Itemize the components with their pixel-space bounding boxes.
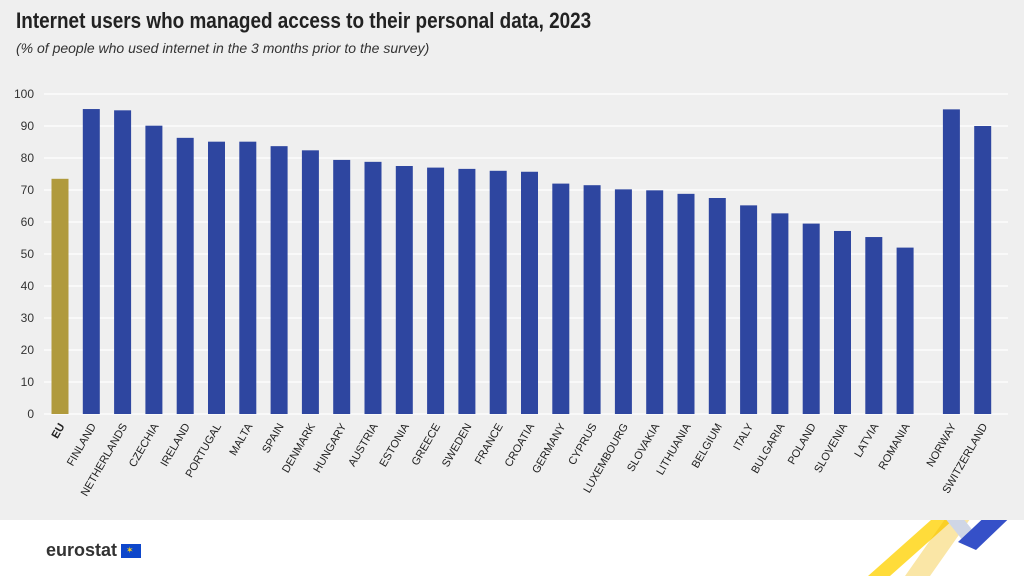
y-tick-label: 30 [21, 311, 35, 325]
bar-norway [942, 109, 960, 415]
x-tick-label: CZECHIA [127, 421, 162, 469]
bar-latvia [865, 237, 883, 414]
bar-czechia [145, 125, 163, 415]
x-tick-label: FINLAND [65, 421, 99, 468]
bar-belgium [708, 198, 726, 414]
bar-greece [427, 167, 445, 414]
y-tick-label: 90 [21, 119, 35, 133]
x-tick-label: SLOVENIA [812, 421, 850, 475]
footer [0, 520, 1024, 576]
x-tick-label: CROATIA [503, 421, 538, 469]
x-tick-label: FRANCE [473, 422, 506, 467]
bar-slovenia [834, 230, 851, 414]
x-tick-label: SPAIN [260, 421, 287, 455]
bar-france [489, 170, 507, 414]
y-tick-label: 20 [21, 343, 35, 357]
x-tick-label: BELGIUM [690, 422, 725, 471]
y-tick-label: 50 [21, 247, 35, 261]
y-tick-label: 80 [21, 151, 35, 165]
bar-finland [82, 109, 100, 414]
chart-subtitle: (% of people who used internet in the 3 … [16, 40, 430, 56]
bar-austria [364, 161, 382, 414]
bar-ireland [176, 137, 194, 414]
x-tick-label: POLAND [786, 421, 819, 466]
x-tick-label: EU [50, 421, 68, 440]
x-tick-label: CYPRUS [566, 422, 599, 468]
bar-italy [740, 205, 758, 414]
chart-panel [0, 0, 1024, 520]
x-tick-label: LATVIA [852, 421, 881, 460]
decorative-chevron-graphic [868, 520, 1008, 576]
bar-denmark [301, 150, 319, 414]
chart-title: Internet users who managed access to the… [16, 8, 592, 33]
bar-spain [270, 146, 288, 414]
y-tick-label: 70 [21, 183, 35, 197]
bar-bulgaria [771, 213, 789, 414]
bar-lithuania [677, 193, 695, 414]
y-tick-label: 60 [21, 215, 35, 229]
y-tick-label: 10 [21, 375, 35, 389]
bar-hungary [333, 159, 351, 414]
x-tick-label: ESTONIA [377, 421, 412, 469]
eurostat-logo: eurostat [46, 540, 142, 561]
x-tick-label: GREECE [410, 422, 444, 468]
bar-sweden [458, 168, 476, 414]
x-tick-label: NORWAY [925, 421, 960, 469]
x-tick-label: IRELAND [159, 421, 193, 468]
bar-poland [802, 223, 820, 414]
x-tick-label: ITALY [731, 421, 756, 453]
y-tick-label: 40 [21, 279, 35, 293]
bar-estonia [395, 166, 413, 414]
bar-malta [239, 141, 257, 414]
bar-cyprus [583, 185, 601, 414]
bar-slovakia [646, 190, 664, 414]
bar-switzerland [974, 126, 992, 414]
x-tick-label: ROMANIA [877, 421, 913, 472]
x-tick-label: MALTA [227, 421, 255, 458]
bar-portugal [208, 141, 225, 414]
x-tick-label: AUSTRIA [346, 421, 381, 469]
bar-luxembourg [614, 189, 632, 414]
x-tick-label: SWEDEN [440, 421, 475, 469]
bar-romania [896, 247, 914, 414]
bar-croatia [521, 171, 538, 414]
bar-netherlands [114, 110, 132, 414]
eu-flag-icon [121, 543, 142, 558]
logo-text: eurostat [46, 540, 118, 560]
y-tick-label: 0 [27, 407, 34, 421]
x-tick-label: HUNGARY [311, 421, 349, 475]
y-tick-label: 100 [14, 87, 34, 101]
bar-eu [51, 178, 69, 414]
bar-germany [552, 183, 570, 414]
